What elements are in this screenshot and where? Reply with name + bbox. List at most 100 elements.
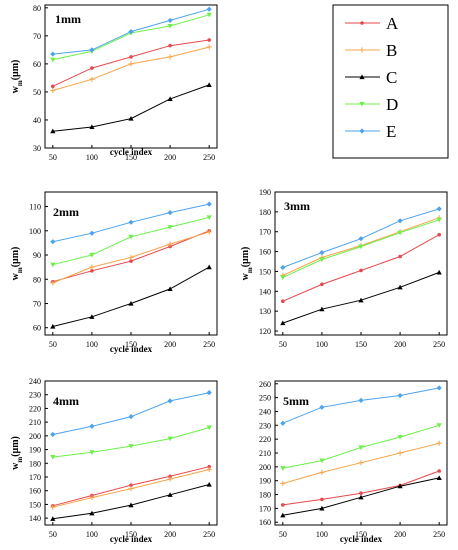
- y-tick-label: 120: [259, 327, 271, 336]
- data-point-e: [50, 51, 56, 57]
- data-point-c: [436, 269, 442, 275]
- data-point-c: [319, 306, 325, 312]
- data-point-a: [320, 282, 324, 287]
- data-point-d: [89, 450, 95, 455]
- data-point-a: [168, 474, 172, 479]
- y-tick-label: 210: [259, 449, 271, 458]
- x-tick-label: 150: [125, 530, 137, 539]
- data-point-c: [128, 115, 134, 121]
- data-point-d: [206, 425, 212, 431]
- data-point-e: [206, 390, 212, 396]
- data-point-e: [167, 210, 173, 216]
- data-point-a: [281, 503, 285, 507]
- x-tick-label: 50: [279, 340, 287, 349]
- data-point-e: [436, 206, 442, 212]
- y-tick-label: 200: [29, 432, 41, 441]
- legend-label-b: B: [386, 41, 397, 60]
- x-tick-label: 250: [203, 153, 215, 162]
- x-axis-label: cycle index: [340, 534, 383, 544]
- x-tick-label: 150: [355, 530, 367, 539]
- series-line-b: [52, 46, 210, 91]
- data-point-c: [167, 286, 173, 292]
- x-tick-label: 50: [49, 530, 57, 539]
- data-point-b: [128, 61, 134, 67]
- data-point-b: [167, 54, 173, 60]
- data-point-c: [358, 494, 364, 500]
- data-point-c: [206, 82, 212, 87]
- chart-panel-1mm: 50 100 150 200 250 30 40 50 60 70 80 1mm cycle index…: [10, 4, 218, 162]
- y-tick-label: 60: [33, 60, 41, 69]
- y-axis-label: wm(μm): [10, 436, 24, 470]
- data-point-c: [128, 300, 134, 306]
- y-tick-label: 130: [259, 307, 271, 316]
- y-axis-label: wm(μm): [10, 60, 24, 94]
- legend-label-e: E: [386, 122, 396, 141]
- panel-title: 3mm: [284, 199, 310, 213]
- y-tick-label: 230: [259, 421, 271, 430]
- y-axis-label-main: w: [240, 272, 251, 280]
- data-point-c: [89, 314, 95, 319]
- data-point-e: [128, 414, 134, 420]
- y-axis-label-subscript: m: [16, 267, 24, 273]
- data-point-a: [207, 38, 211, 42]
- x-tick-label: 250: [433, 340, 445, 349]
- y-axis-label-unit: (μm): [240, 247, 251, 268]
- y-tick-label: 190: [259, 477, 271, 486]
- x-tick-label: 50: [279, 530, 287, 539]
- y-tick-label: 80: [33, 275, 41, 284]
- data-point-a: [129, 483, 133, 488]
- data-point-a: [207, 464, 211, 469]
- y-axis-label-subscript: m: [246, 267, 254, 273]
- data-point-b: [128, 486, 134, 492]
- data-point-d: [50, 262, 56, 268]
- y-tick-label: 170: [259, 504, 271, 513]
- y-tick-label: 150: [259, 267, 271, 276]
- data-point-c: [436, 475, 442, 481]
- y-tick-label: 150: [29, 500, 41, 509]
- x-axis-label: cycle index: [110, 534, 153, 544]
- legend-label-d: D: [386, 95, 398, 114]
- data-point-c: [167, 96, 173, 102]
- x-axis-label: cycle index: [110, 344, 153, 354]
- data-point-d: [206, 215, 212, 221]
- data-point-a: [437, 232, 441, 237]
- data-point-a: [320, 497, 324, 502]
- data-point-d: [319, 257, 325, 263]
- data-point-b: [89, 264, 95, 270]
- x-axis-label: cycle index: [110, 147, 153, 157]
- y-tick-label: 220: [29, 404, 41, 413]
- plot-frame: [44, 4, 218, 149]
- data-point-e: [319, 249, 325, 256]
- x-tick-label: 50: [49, 340, 57, 349]
- x-tick-label: 100: [316, 340, 328, 349]
- y-tick-label: 100: [29, 227, 41, 236]
- y-tick-label: 140: [29, 514, 41, 523]
- data-point-b: [89, 494, 95, 501]
- data-point-c: [50, 128, 56, 134]
- legend-label-c: C: [386, 68, 397, 87]
- y-tick-label: 140: [259, 287, 271, 296]
- data-point-e: [167, 17, 173, 24]
- x-tick-label: 250: [433, 530, 445, 539]
- series-line-c: [52, 84, 210, 132]
- data-point-b: [50, 504, 56, 510]
- series-line-c: [52, 266, 210, 327]
- y-tick-label: 40: [33, 116, 41, 125]
- data-point-e: [397, 218, 403, 224]
- data-point-a: [359, 268, 363, 273]
- data-point-c: [206, 264, 212, 270]
- data-point-b: [50, 87, 56, 94]
- y-axis-label-subscript: m: [16, 457, 24, 463]
- x-tick-label: 200: [394, 340, 406, 349]
- panel-title: 1mm: [55, 12, 81, 26]
- data-point-e: [280, 264, 286, 271]
- legend-marker-b: [359, 47, 365, 53]
- y-tick-label: 200: [259, 463, 271, 472]
- data-point-a: [281, 299, 285, 304]
- data-point-d: [280, 275, 286, 281]
- y-axis-label-main: w: [10, 462, 21, 470]
- x-tick-label: 100: [316, 530, 328, 539]
- data-point-e: [358, 397, 364, 403]
- data-point-e: [50, 239, 56, 245]
